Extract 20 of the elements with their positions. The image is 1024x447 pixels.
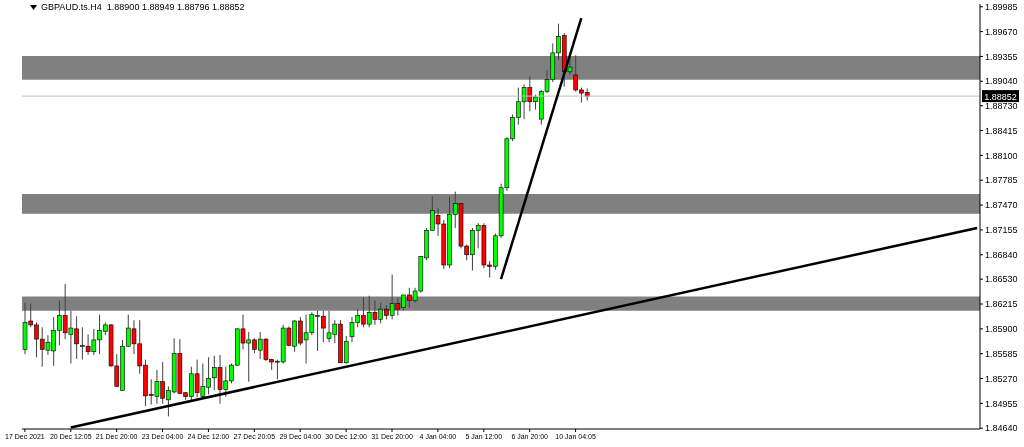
y-tick-label: 1.87155: [985, 225, 1018, 236]
y-tick-label: 1.85585: [985, 348, 1018, 359]
y-tick-label: 1.89670: [985, 26, 1018, 37]
y-tick-label: 1.88100: [985, 150, 1018, 161]
y-tick-label: 1.86840: [985, 249, 1018, 260]
y-tick-label: 1.89355: [985, 51, 1018, 62]
y-tick-label: 1.89040: [985, 76, 1018, 87]
y-tick-label: 1.88415: [985, 125, 1018, 136]
y-tick-label: 1.85270: [985, 373, 1018, 384]
y-tick-label: 1.88730: [985, 100, 1018, 111]
ref-line-label: 1.88852: [984, 91, 1017, 102]
y-tick-label: 1.86530: [985, 274, 1018, 285]
y-tick-label: 1.85900: [985, 324, 1018, 335]
y-tick-label: 1.84955: [985, 398, 1018, 409]
y-tick-label: 1.84640: [985, 423, 1018, 434]
y-tick-label: 1.87470: [985, 200, 1018, 211]
chart-title: GBPAUD.ts.H4 1.88900 1.88949 1.88796 1.88852: [41, 2, 245, 12]
y-tick-label: 1.89985: [985, 1, 1018, 12]
y-tick-label: 1.86215: [985, 299, 1018, 310]
y-tick-label: 1.87785: [985, 175, 1018, 186]
